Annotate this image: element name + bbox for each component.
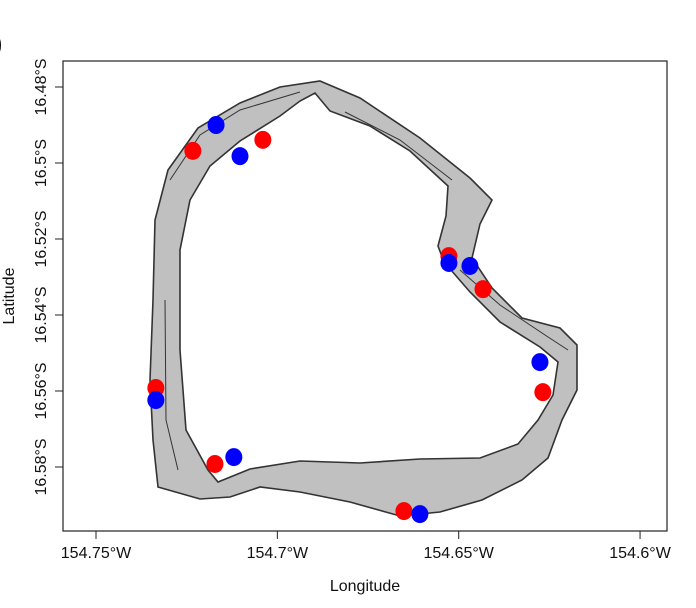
blue-point [411, 505, 429, 524]
y-tick-label: 16.52°S [33, 210, 50, 267]
red-point [474, 280, 492, 299]
red-point [534, 383, 552, 402]
y-tick-label: 16.58°S [33, 438, 50, 495]
y-tick-label: 16.5°S [33, 139, 50, 187]
y-tick-label: 16.54°S [33, 286, 50, 343]
blue-point [225, 448, 243, 467]
x-tick-label: 154.75°W [61, 545, 132, 562]
y-axis-title: Latitude [1, 267, 18, 324]
red-point [254, 130, 272, 149]
x-axis-title: Longitude [330, 578, 400, 595]
red-point [206, 454, 224, 473]
y-axis: 16.48°S 16.5°S 16.52°S 16.54°S 16.56°S 16.58°… [33, 58, 63, 496]
x-axis: 154.75°W 154.7°W 154.65°W 154.6°W [61, 531, 672, 562]
blue-point [207, 116, 225, 134]
panel-label: ) [0, 28, 3, 58]
x-tick-label: 154.7°W [247, 545, 309, 562]
x-tick-label: 154.6°W [609, 545, 671, 562]
blue-point [531, 353, 549, 372]
blue-point [461, 256, 479, 275]
atoll-land-shape [149, 80, 578, 517]
red-point [184, 141, 202, 160]
blue-point [147, 391, 165, 410]
blue-point [231, 147, 249, 166]
x-tick-label: 154.65°W [423, 545, 494, 562]
atoll-land [149, 80, 578, 517]
y-tick-label: 16.56°S [33, 362, 50, 419]
blue-point [440, 253, 458, 272]
points-layer [147, 116, 552, 524]
red-point [395, 502, 413, 521]
plot-frame [62, 60, 668, 532]
y-tick-label: 16.48°S [33, 58, 50, 115]
